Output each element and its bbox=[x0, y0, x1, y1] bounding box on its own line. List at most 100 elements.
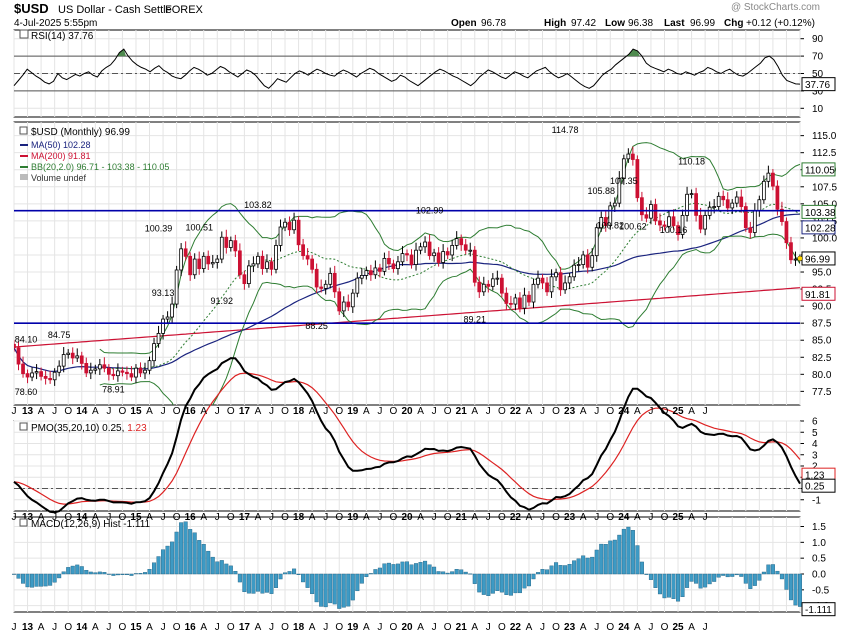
macd-hist-bar bbox=[797, 573, 803, 607]
price-x-tick-label-36: O bbox=[498, 406, 506, 417]
macd-tick-label-1: 1.0 bbox=[812, 538, 826, 549]
macd-x-tick-label-12: O bbox=[173, 622, 181, 633]
macd-x-tick-label-11: J bbox=[161, 622, 166, 633]
pmo-x-tick-label-26: A bbox=[363, 512, 370, 523]
candle bbox=[427, 234, 432, 260]
macd-x-tick-label-1: 13 bbox=[22, 622, 34, 633]
candle bbox=[409, 249, 414, 269]
candle bbox=[93, 364, 98, 375]
macd-x-tick-label-47: J bbox=[648, 622, 653, 633]
macd-hist-bar bbox=[377, 567, 382, 575]
price-tick-label-10: 90.0 bbox=[812, 302, 832, 313]
rsi-panel: 90 70 50 30 10 37.76 bbox=[13, 29, 836, 118]
price-x-tick-label-22: A bbox=[309, 406, 316, 417]
candle bbox=[630, 146, 635, 166]
candle bbox=[75, 348, 80, 363]
price-annotation-15: 107.35 bbox=[610, 176, 638, 186]
price-tick-label-1: 112.5 bbox=[812, 148, 837, 159]
candle bbox=[703, 211, 708, 236]
macd-hist-bar bbox=[66, 567, 71, 575]
candle bbox=[328, 267, 333, 289]
bb-upper-value-tag: 110.05 bbox=[805, 165, 835, 176]
pmo-x-tick-label-49: 25 bbox=[672, 512, 684, 523]
rsi-title: RSI(14) 37.76 bbox=[31, 31, 94, 42]
candle bbox=[278, 219, 283, 252]
macd-x-tick-label-50: A bbox=[688, 622, 695, 633]
rsi-tick-label-0: 90 bbox=[812, 34, 824, 45]
macd-hist-bar bbox=[346, 573, 351, 607]
candle bbox=[265, 254, 269, 273]
macd-x-tick-label-18: A bbox=[255, 622, 262, 633]
macd-hist-bar bbox=[423, 560, 428, 575]
price-x-tick-label-20: O bbox=[281, 406, 289, 417]
macd-hist-bar bbox=[21, 573, 26, 584]
pmo-x-tick-label-10: A bbox=[146, 512, 153, 523]
candle bbox=[775, 180, 780, 216]
pmo-x-tick-label-7: J bbox=[106, 512, 111, 523]
macd-hist-bar bbox=[617, 534, 622, 575]
candle bbox=[527, 291, 531, 307]
candle bbox=[134, 364, 138, 384]
price-annotation-4: 100.39 bbox=[145, 223, 173, 233]
candle bbox=[730, 199, 735, 215]
macd-hist-bar bbox=[721, 573, 726, 576]
macd-last-value-tag-box bbox=[801, 602, 836, 617]
macd-x-tick-label-8: O bbox=[119, 622, 127, 633]
candle bbox=[391, 259, 396, 273]
macd-hist-bar bbox=[305, 573, 310, 588]
price-x-tick-label-17: 17 bbox=[239, 406, 251, 417]
macd-x-tick-label-33: 21 bbox=[456, 622, 468, 633]
pmo-x-tick-label-28: O bbox=[390, 512, 398, 523]
pmo-tick-label-3: 3 bbox=[812, 450, 818, 461]
price-x-tick-label-27: J bbox=[377, 406, 382, 417]
macd-hist-bar bbox=[526, 573, 531, 587]
pmo-x-tick-label-0: J bbox=[12, 512, 17, 523]
macd-x-tick-label-0: J bbox=[12, 622, 17, 633]
candle bbox=[129, 366, 134, 382]
pmo-x-tick-label-29: 20 bbox=[401, 512, 413, 523]
high-label: High bbox=[544, 18, 566, 29]
candle bbox=[97, 358, 102, 375]
price-x-tick-label-12: O bbox=[173, 406, 181, 417]
macd-hist-bar bbox=[436, 571, 441, 575]
macd-hist-bar bbox=[355, 573, 360, 592]
macd-x-tick-label-13: 16 bbox=[185, 622, 197, 633]
ma200-legend: MA(200) 91.81 bbox=[31, 151, 91, 161]
macd-hist-bar bbox=[694, 573, 699, 584]
price-plot-area bbox=[14, 142, 800, 405]
macd-hist-bar bbox=[251, 573, 256, 594]
macd-x-tick-label-41: 23 bbox=[564, 622, 576, 633]
macd-hist-bar bbox=[287, 571, 292, 575]
macd-hist-bar bbox=[793, 573, 798, 606]
macd-x-tick-label-42: A bbox=[580, 622, 587, 633]
price-x-tick-label-19: J bbox=[269, 406, 274, 417]
candle bbox=[540, 274, 545, 290]
macd-hist-bar bbox=[75, 564, 80, 575]
macd-hist-bar bbox=[93, 572, 98, 575]
macd-hist-bar bbox=[666, 573, 672, 598]
macd-x-tick-label-34: A bbox=[471, 622, 478, 633]
macd-hist-bar bbox=[255, 573, 260, 592]
macd-hist-bar bbox=[43, 573, 48, 587]
pmo-x-tick-label-22: A bbox=[309, 512, 316, 523]
macd-hist-bar bbox=[233, 571, 238, 575]
candle bbox=[463, 238, 468, 255]
macd-hist-bar bbox=[350, 573, 355, 601]
low-label: Low bbox=[605, 18, 625, 29]
pmo-x-tick-label-44: O bbox=[606, 512, 614, 523]
candle bbox=[509, 295, 513, 309]
pmo-title: PMO(35,20,10) 0.25, 1.23 bbox=[31, 423, 147, 434]
macd-hist-bar bbox=[170, 541, 175, 575]
macd-hist-bar bbox=[25, 573, 30, 588]
price-x-tick-label-40: O bbox=[552, 406, 560, 417]
macd-hist-bar bbox=[712, 573, 717, 582]
macd-hist-bar bbox=[653, 573, 658, 588]
candle bbox=[563, 275, 567, 294]
pmo-x-tick-label-34: A bbox=[471, 512, 478, 523]
candle bbox=[676, 221, 680, 241]
candle bbox=[545, 277, 549, 296]
macd-hist-bar bbox=[179, 522, 184, 575]
candle bbox=[70, 347, 75, 365]
macd-hist-bar bbox=[490, 573, 495, 594]
price-x-tick-label-5: 14 bbox=[76, 406, 88, 417]
